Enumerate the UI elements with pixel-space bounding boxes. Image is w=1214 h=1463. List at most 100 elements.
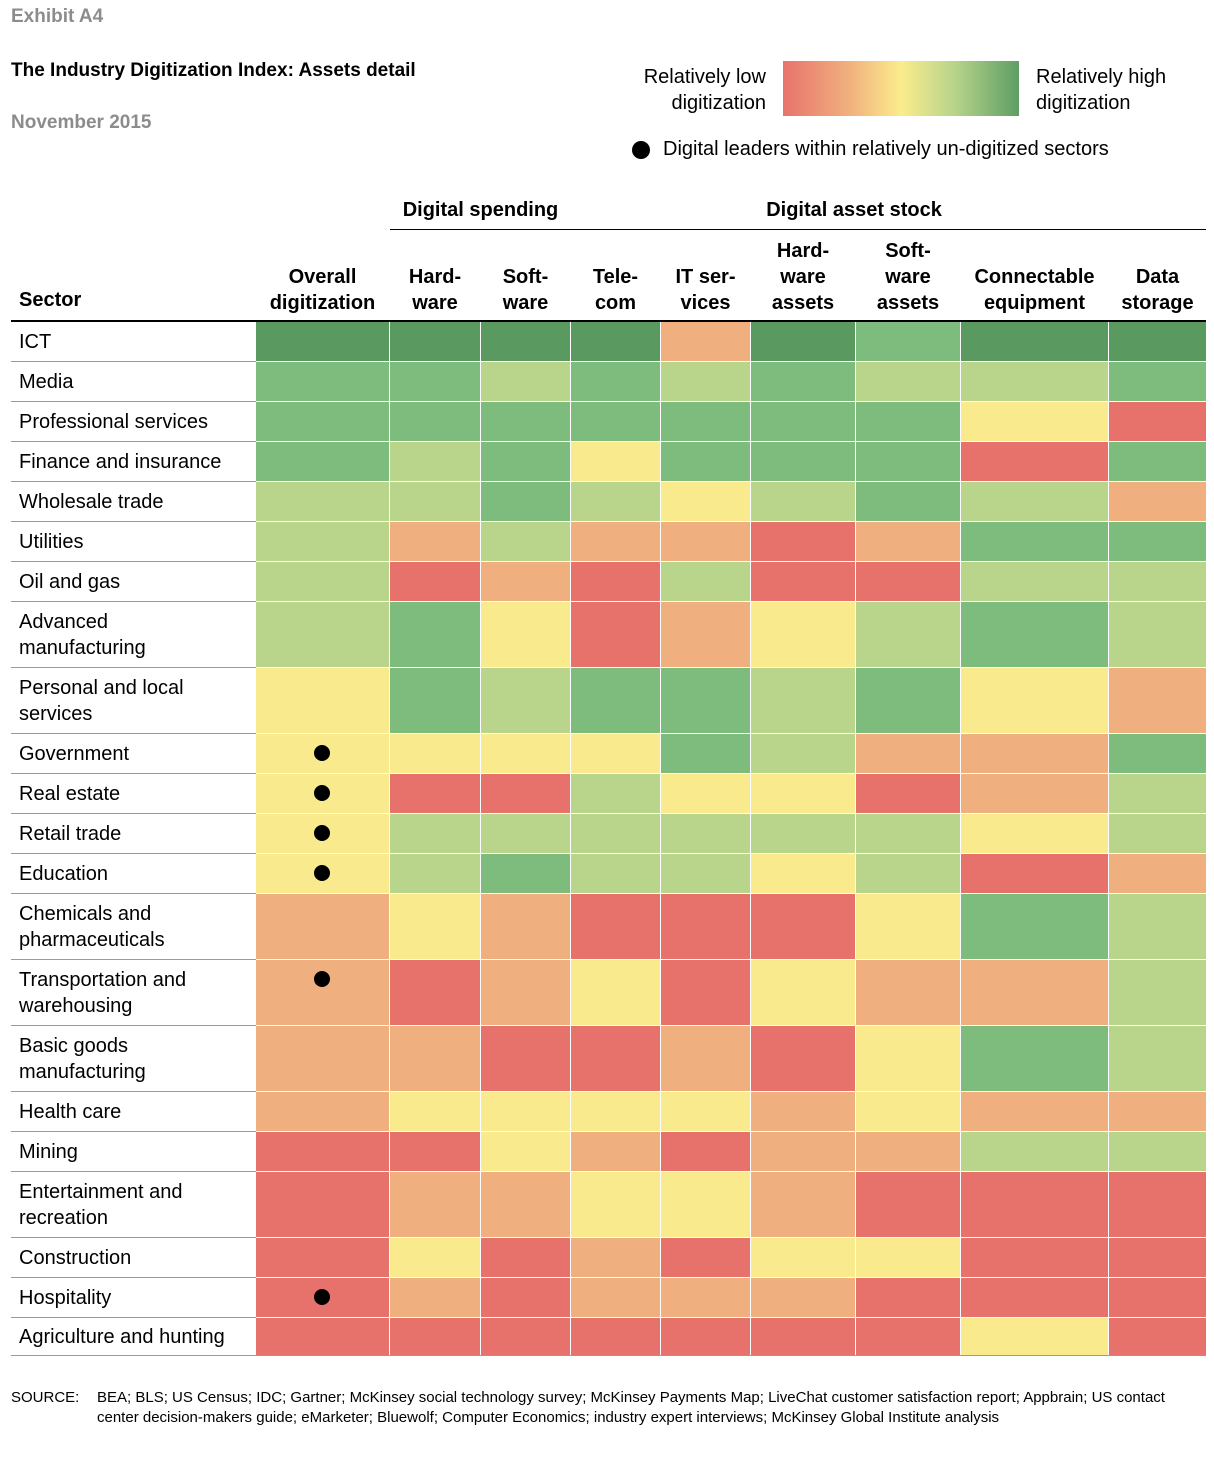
heatmap-cell-r13-c3 (571, 894, 660, 959)
heatmap-cell-r5-c7 (961, 522, 1108, 561)
row-label-11: Retail trade (19, 821, 121, 847)
row-label-9: Government (19, 741, 129, 767)
heatmap-cell-r21-c8 (1109, 1318, 1206, 1355)
row-label-16: Health care (19, 1099, 121, 1125)
heatmap-cell-r0-c0 (256, 322, 389, 361)
row-label-6: Oil and gas (19, 569, 120, 595)
column-header-0-line-0: Overall (288, 266, 357, 288)
heatmap-cell-r1-c4 (661, 362, 750, 401)
heatmap-cell-r14-c4 (661, 960, 750, 1025)
heatmap-cell-r4-c2 (481, 482, 570, 521)
heatmap-cell-r19-c4 (661, 1238, 750, 1277)
heatmap-cell-r2-c6 (856, 402, 960, 441)
heatmap-cell-r14-c0 (256, 960, 389, 1025)
group-rule (390, 229, 1206, 230)
heatmap-cell-r8-c0 (256, 668, 389, 733)
heatmap-cell-r2-c5 (751, 402, 855, 441)
row-separator (11, 813, 256, 814)
heatmap-cell-r0-c7 (961, 322, 1108, 361)
row-separator (11, 481, 256, 482)
heatmap-cell-r13-c6 (856, 894, 960, 959)
heatmap-cell-r6-c1 (390, 562, 480, 601)
heatmap-cell-r15-c8 (1109, 1026, 1206, 1091)
heatmap-cell-r7-c0 (256, 602, 389, 667)
column-header-8-line-1: storage (1121, 292, 1194, 314)
heatmap-cell-r19-c3 (571, 1238, 660, 1277)
heatmap-cell-r3-c7 (961, 442, 1108, 481)
row-separator (11, 1091, 256, 1092)
heatmap-cell-r4-c6 (856, 482, 960, 521)
heatmap-cell-r0-c4 (661, 322, 750, 361)
heatmap-cell-r20-c8 (1109, 1278, 1206, 1317)
heatmap-cell-r1-c8 (1109, 362, 1206, 401)
heatmap-cell-r16-c1 (390, 1092, 480, 1131)
heatmap-cell-r19-c6 (856, 1238, 960, 1277)
row-label-10: Real estate (19, 781, 120, 807)
heatmap-cell-r19-c0 (256, 1238, 389, 1277)
heatmap-cell-r2-c2 (481, 402, 570, 441)
column-header-7: Connectable equipment (961, 264, 1108, 316)
row-separator (11, 1317, 256, 1318)
row-label-16-line-0: Health care (19, 1100, 122, 1123)
heatmap-cell-r7-c6 (856, 602, 960, 667)
heatmap-cell-r3-c1 (390, 442, 480, 481)
leader-dot-icon (314, 865, 330, 881)
heatmap-cell-r2-c0 (256, 402, 389, 441)
heatmap-cell-r13-c1 (390, 894, 480, 959)
heatmap-cell-r16-c6 (856, 1092, 960, 1131)
heatmap-cell-r2-c3 (571, 402, 660, 441)
heatmap-cell-r13-c2 (481, 894, 570, 959)
column-header-4-line-1: vices (680, 292, 731, 314)
heatmap-cell-r18-c3 (571, 1172, 660, 1237)
legend-low-line1: Relatively low (643, 66, 766, 88)
row-label-3: Finance and insurance (19, 449, 221, 475)
leader-dot-icon (314, 825, 330, 841)
heatmap-cell-r2-c7 (961, 402, 1108, 441)
column-header-5-line-2: assets (771, 292, 835, 314)
row-label-17: Mining (19, 1139, 78, 1165)
heatmap-cell-r15-c3 (571, 1026, 660, 1091)
column-header-5-line-1: ware (780, 266, 826, 288)
heatmap-cell-r11-c8 (1109, 814, 1206, 853)
row-label-1-line-0: Media (19, 370, 74, 393)
heatmap-cell-r15-c2 (481, 1026, 570, 1091)
heatmap-cell-r17-c3 (571, 1132, 660, 1171)
heatmap-cell-r17-c5 (751, 1132, 855, 1171)
heatmap-cell-r17-c4 (661, 1132, 750, 1171)
row-label-20-line-0: Hospitality (19, 1286, 112, 1309)
heatmap-cell-r8-c4 (661, 668, 750, 733)
heatmap-cell-r13-c4 (661, 894, 750, 959)
heatmap-cell-r14-c8 (1109, 960, 1206, 1025)
heatmap-cell-r21-c7 (961, 1318, 1108, 1355)
heatmap-cell-r1-c5 (751, 362, 855, 401)
row-label-6-line-0: Oil and gas (19, 570, 121, 593)
heatmap-cell-r10-c6 (856, 774, 960, 813)
heatmap-cell-r18-c0 (256, 1172, 389, 1237)
heatmap-cell-r5-c5 (751, 522, 855, 561)
leader-dot-icon (314, 785, 330, 801)
heatmap-cell-r17-c7 (961, 1132, 1108, 1171)
row-separator (11, 561, 256, 562)
heatmap-cell-r11-c4 (661, 814, 750, 853)
legend-high-line1: Relatively high (1036, 66, 1167, 88)
column-header-2-line-1: ware (502, 292, 549, 314)
column-header-0: Overall digitization (256, 264, 389, 316)
row-label-7: Advanced manufacturing (19, 609, 146, 661)
heatmap-cell-r17-c0 (256, 1132, 389, 1171)
column-header-3-line-0: Tele- (592, 266, 639, 288)
row-label-7-line-0: Advanced (19, 610, 108, 633)
column-header-7-line-0: Connectable (974, 266, 1095, 288)
heatmap-cell-r6-c4 (661, 562, 750, 601)
heatmap-cell-r17-c8 (1109, 1132, 1206, 1171)
heatmap-cell-r3-c3 (571, 442, 660, 481)
row-label-21-line-0: Agriculture and hunting (19, 1325, 225, 1348)
row-label-4: Wholesale trade (19, 489, 164, 515)
heatmap-cell-r8-c5 (751, 668, 855, 733)
heatmap-cell-r1-c7 (961, 362, 1108, 401)
heatmap-cell-r5-c4 (661, 522, 750, 561)
heatmap-cell-r9-c4 (661, 734, 750, 773)
column-header-2-line-0: Soft- (502, 266, 549, 288)
heatmap-cell-r0-c5 (751, 322, 855, 361)
group-digital-asset-stock: Digital asset stock (766, 199, 942, 221)
row-separator (11, 1277, 256, 1278)
